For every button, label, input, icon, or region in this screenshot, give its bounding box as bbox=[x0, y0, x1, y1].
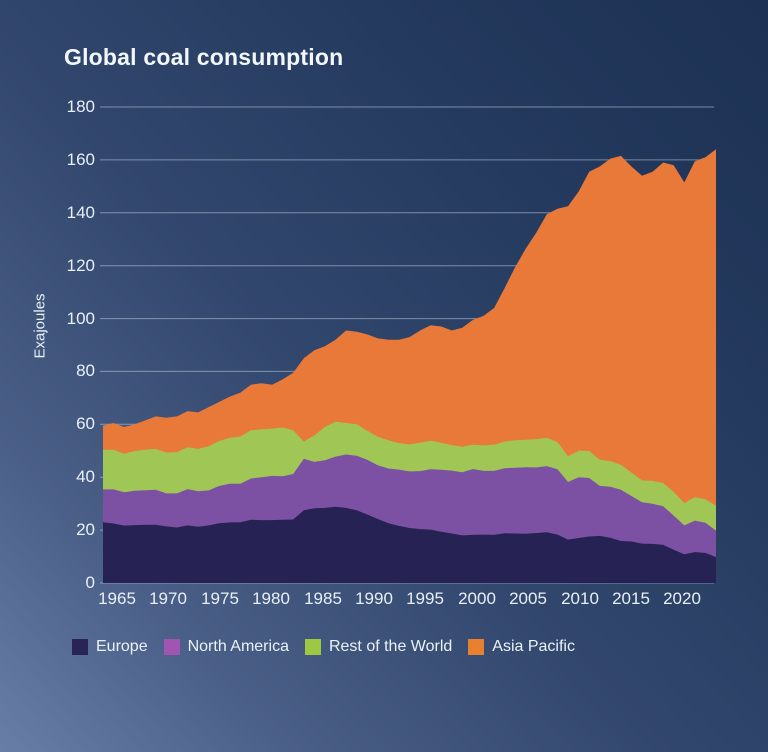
y-tick-label: 100 bbox=[66, 309, 95, 328]
x-tick-label: 2010 bbox=[561, 589, 599, 608]
legend-item-asia-pacific: Asia Pacific bbox=[468, 638, 575, 656]
legend-swatch-asia-pacific bbox=[468, 639, 485, 655]
legend-item-europe: Europe bbox=[72, 638, 148, 656]
x-tick-label: 2000 bbox=[458, 589, 496, 608]
x-tick-label: 1990 bbox=[355, 589, 393, 608]
y-tick-label: 140 bbox=[66, 203, 95, 222]
legend-swatch-north-america bbox=[163, 639, 180, 655]
legend-label: North America bbox=[187, 638, 289, 655]
x-tick-label: 1980 bbox=[252, 589, 290, 608]
legend: Europe North America Rest of the World A… bbox=[72, 638, 575, 656]
y-tick-label: 180 bbox=[66, 97, 95, 116]
legend-label: Europe bbox=[96, 638, 148, 655]
y-tick-label: 40 bbox=[76, 467, 95, 486]
y-axis-title: Exajoules bbox=[31, 293, 49, 359]
y-tick-label: 60 bbox=[76, 414, 95, 433]
x-tick-label: 1995 bbox=[406, 589, 444, 608]
y-tick-label: 80 bbox=[76, 361, 95, 380]
y-tick-label: 20 bbox=[76, 520, 95, 539]
legend-item-rest-of-world: Rest of the World bbox=[304, 638, 453, 656]
x-tick-label: 1970 bbox=[149, 589, 187, 608]
legend-label: Rest of the World bbox=[328, 638, 453, 655]
x-tick-label: 1975 bbox=[201, 589, 239, 608]
legend-item-north-america: North America bbox=[163, 638, 289, 656]
y-tick-label: 160 bbox=[66, 150, 95, 169]
page-title: Global coal consumption bbox=[64, 44, 344, 70]
y-tick-label: 0 bbox=[85, 573, 95, 592]
area-europe bbox=[103, 506, 716, 583]
legend-swatch-rest-of-world bbox=[304, 639, 321, 655]
legend-swatch-europe bbox=[72, 639, 88, 655]
x-tick-label: 1965 bbox=[98, 589, 136, 608]
y-tick-label: 120 bbox=[66, 256, 95, 275]
x-tick-label: 2015 bbox=[612, 589, 650, 608]
x-tick-label: 2005 bbox=[509, 589, 547, 608]
legend-label: Asia Pacific bbox=[492, 638, 575, 655]
x-tick-label: 1985 bbox=[304, 589, 342, 608]
x-tick-label: 2020 bbox=[663, 589, 701, 608]
